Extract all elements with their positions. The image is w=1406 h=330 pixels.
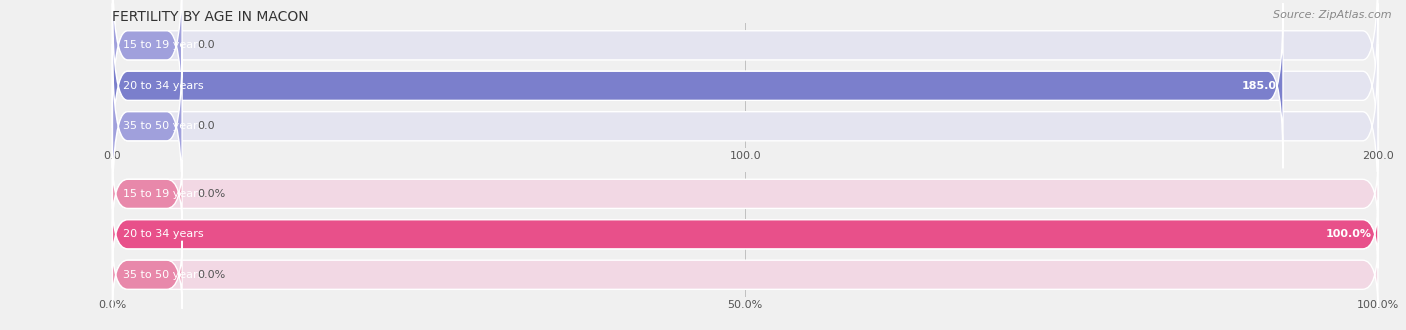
FancyBboxPatch shape [112, 160, 1378, 228]
FancyBboxPatch shape [112, 160, 183, 228]
FancyBboxPatch shape [112, 241, 1378, 309]
Text: 0.0%: 0.0% [197, 189, 225, 199]
Text: 185.0: 185.0 [1241, 81, 1277, 91]
Text: Source: ZipAtlas.com: Source: ZipAtlas.com [1274, 10, 1392, 20]
Text: 35 to 50 years: 35 to 50 years [122, 121, 202, 131]
FancyBboxPatch shape [112, 200, 1378, 268]
Text: 20 to 34 years: 20 to 34 years [122, 81, 204, 91]
Text: 0.0: 0.0 [197, 40, 215, 50]
FancyBboxPatch shape [112, 44, 1378, 209]
Text: 100.0%: 100.0% [1326, 229, 1371, 239]
FancyBboxPatch shape [112, 0, 183, 128]
Text: 0.0%: 0.0% [197, 270, 225, 280]
FancyBboxPatch shape [112, 0, 1378, 128]
Text: 20 to 34 years: 20 to 34 years [122, 229, 204, 239]
Text: 15 to 19 years: 15 to 19 years [122, 40, 202, 50]
Text: 15 to 19 years: 15 to 19 years [122, 189, 202, 199]
Text: 35 to 50 years: 35 to 50 years [122, 270, 202, 280]
FancyBboxPatch shape [112, 3, 1378, 168]
FancyBboxPatch shape [112, 241, 183, 309]
FancyBboxPatch shape [112, 200, 1378, 268]
FancyBboxPatch shape [112, 3, 1282, 168]
FancyBboxPatch shape [112, 44, 183, 209]
Text: 0.0: 0.0 [197, 121, 215, 131]
Text: FERTILITY BY AGE IN MACON: FERTILITY BY AGE IN MACON [112, 10, 309, 24]
